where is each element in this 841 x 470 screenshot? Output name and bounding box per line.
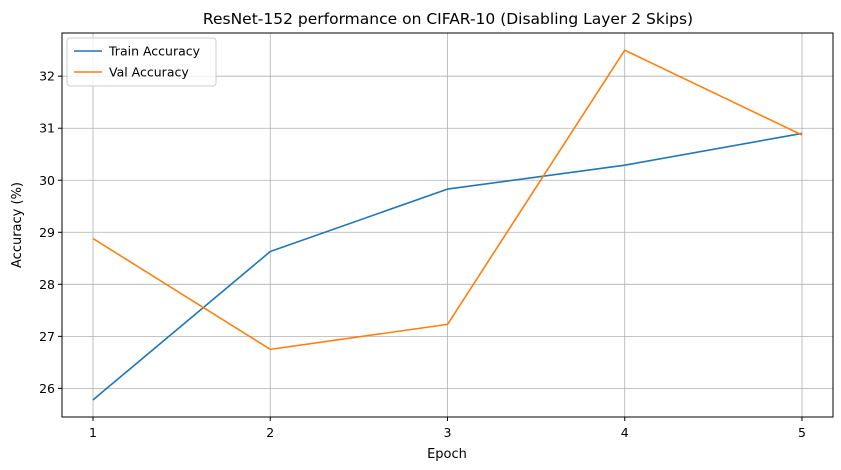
legend-box — [66, 37, 217, 87]
x-tick-label: 2 — [266, 425, 274, 440]
x-tick-label: 4 — [621, 425, 629, 440]
x-axis-ticks: 1 2 3 4 5 — [89, 417, 806, 440]
legend-label: Train Accuracy — [108, 44, 201, 59]
y-tick-label: 32 — [39, 69, 55, 84]
y-axis-ticks: 26 27 28 29 30 31 32 — [39, 69, 62, 396]
x-axis-label: Epoch — [427, 447, 467, 462]
y-tick-label: 31 — [39, 121, 55, 136]
y-tick-label: 30 — [39, 173, 55, 188]
chart-title: ResNet-152 performance on CIFAR-10 (Disa… — [203, 10, 693, 28]
x-tick-label: 5 — [798, 425, 806, 440]
legend: Train Accuracy Val Accuracy — [66, 37, 217, 87]
x-tick-label: 1 — [89, 425, 97, 440]
series-lines — [92, 49, 803, 401]
y-axis-label: Accuracy (%) — [10, 182, 25, 268]
legend-label: Val Accuracy — [109, 65, 189, 80]
y-tick-label: 26 — [39, 381, 55, 396]
y-tick-label: 27 — [39, 329, 55, 344]
y-tick-label: 29 — [39, 225, 55, 240]
x-tick-label: 3 — [444, 425, 452, 440]
y-tick-label: 28 — [39, 277, 55, 292]
grid-lines — [62, 33, 833, 417]
